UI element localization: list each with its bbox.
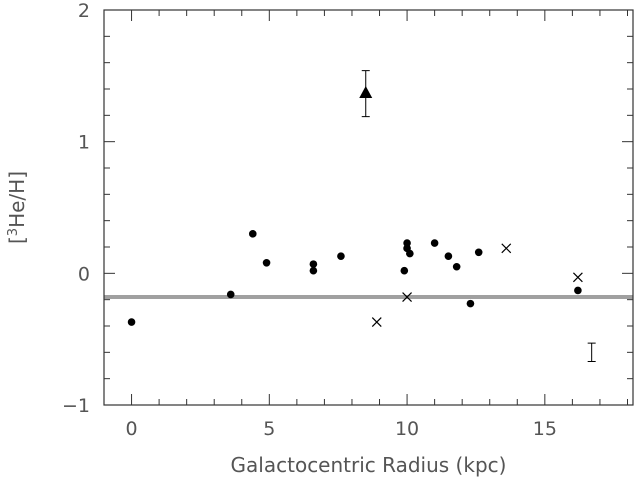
data-point-cross — [572, 272, 583, 283]
data-point-circle — [403, 239, 411, 247]
data-point-circle — [127, 318, 136, 326]
data-point-triangle — [359, 85, 373, 98]
data-point-circle — [466, 299, 475, 308]
data-point-circle — [452, 262, 461, 271]
data-point-circle — [400, 266, 409, 275]
y-axis-label-main: He/H] — [5, 171, 29, 228]
data-point-circle — [474, 248, 483, 257]
data-point-circle — [309, 260, 318, 268]
data-point-circle — [262, 259, 271, 267]
y-axis-label-open: [ — [5, 236, 29, 244]
plot-frame — [103, 9, 634, 406]
data-point-circle — [574, 286, 582, 295]
data-point-cross — [371, 317, 382, 327]
y-tick-label: −1 — [62, 395, 90, 417]
x-tick-label: 5 — [263, 418, 275, 440]
data-point-circle — [226, 290, 235, 299]
y-tick-label: 1 — [78, 132, 90, 154]
data-point-circle — [337, 252, 345, 261]
data-point-circle — [309, 266, 318, 275]
y-tick-label: 0 — [78, 263, 90, 285]
y-tick-label: 2 — [78, 0, 90, 22]
data-point-circle — [444, 252, 453, 261]
x-tick-label: 0 — [126, 418, 138, 440]
y-axis-label: [3He/H] — [5, 171, 29, 244]
data-point-cross — [501, 243, 512, 254]
axes-layer: 0 5 10 15 −1 0 1 2 — [62, 0, 634, 440]
data-marks-layer — [127, 70, 596, 363]
x-tick-label: 10 — [395, 418, 419, 440]
typical-error-bar — [587, 342, 596, 363]
y-axis-label-sup: 3 — [6, 228, 21, 236]
x-axis-label: Galactocentric Radius (kpc) — [231, 453, 507, 477]
data-point-circle — [406, 249, 414, 258]
data-point-cross — [402, 292, 412, 302]
data-point-circle — [430, 239, 439, 247]
x-tick-label: 15 — [533, 418, 557, 440]
data-point-circle — [248, 230, 257, 238]
